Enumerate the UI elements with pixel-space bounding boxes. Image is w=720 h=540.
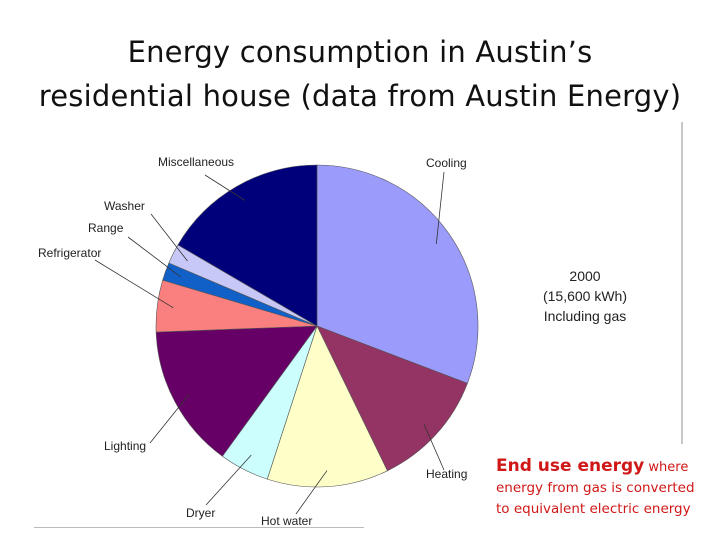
slice-label-hot-water: Hot water	[261, 514, 312, 528]
slice-label-range: Range	[88, 221, 124, 235]
slice-label-miscellaneous: Miscellaneous	[158, 155, 234, 169]
note-year: 2000	[569, 268, 601, 284]
slice-label-refrigerator: Refrigerator	[38, 246, 101, 260]
pie-slice-hot-water	[266, 325, 388, 488]
pie-slice-heating	[316, 325, 468, 472]
pie-slice-lighting	[155, 325, 318, 457]
leader-line-miscellaneous	[204, 174, 246, 201]
leader-line-heating	[423, 423, 445, 471]
leader-line-lighting	[149, 393, 190, 444]
pie-slice-miscellaneous	[177, 164, 318, 327]
title-line-2: residential house (data from Austin Ener…	[38, 79, 682, 113]
slice-label-cooling: Cooling	[426, 156, 467, 170]
leader-line-hot-water	[295, 470, 328, 515]
slice-label-heating: Heating	[426, 467, 467, 481]
caption: End use energy where energy from gas is …	[496, 456, 718, 520]
caption-line-2: energy from gas is converted	[496, 480, 695, 496]
total-note: 2000 (15,600 kWh) Including gas	[515, 266, 655, 326]
slice-label-lighting: Lighting	[104, 439, 146, 453]
pie-slice-cooling	[316, 164, 479, 384]
caption-line-3: to equivalent electric energy	[496, 501, 691, 517]
note-including: Including gas	[543, 308, 627, 324]
title-line-1: Energy consumption in Austin’s	[127, 35, 593, 69]
leader-line-range	[127, 236, 181, 278]
slice-label-washer: Washer	[104, 199, 145, 213]
note-total: (15,600 kWh)	[542, 288, 628, 304]
leader-line-cooling	[435, 171, 445, 244]
leader-line-washer	[150, 213, 188, 262]
divider-horizontal	[34, 527, 364, 528]
leader-line-dryer	[205, 454, 252, 506]
divider-vertical	[681, 122, 683, 444]
chart-title: Energy consumption in Austin’s residenti…	[0, 30, 720, 118]
caption-rest: where	[644, 460, 689, 475]
leader-line-refrigerator	[94, 259, 174, 309]
slice-label-dryer: Dryer	[186, 506, 215, 520]
caption-bold: End use energy	[496, 456, 645, 476]
